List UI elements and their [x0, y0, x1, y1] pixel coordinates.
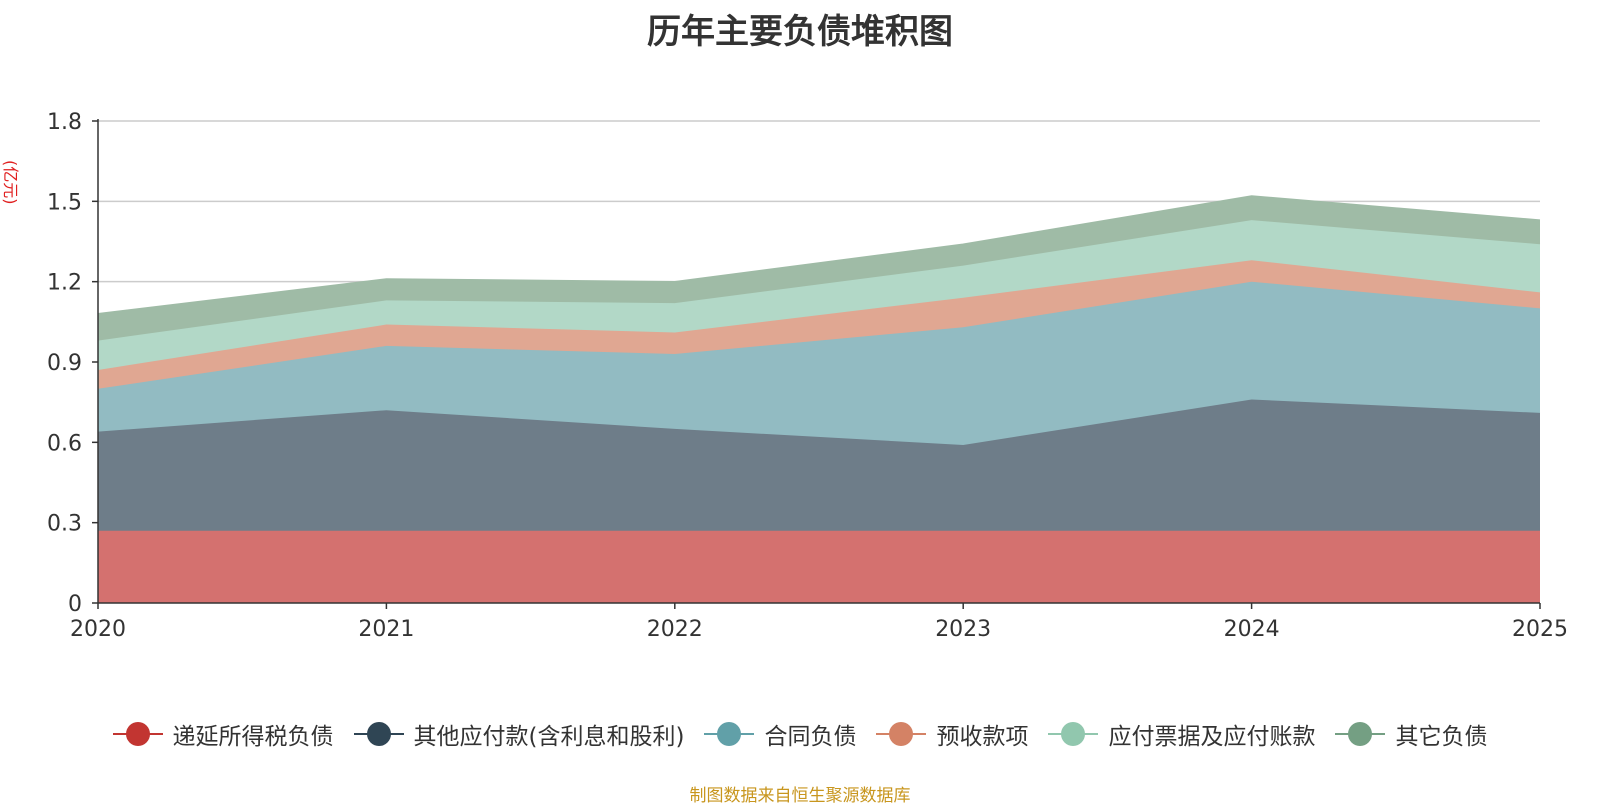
chart-title: 历年主要负债堆积图 — [647, 12, 953, 52]
legend-marker-icon — [1335, 722, 1386, 746]
legend-item-6[interactable]: 其它负债 — [1335, 717, 1487, 751]
area-series — [97, 195, 1541, 603]
legend: 递延所得税负债 其他应付款(含利息和股利) 合同负债 预收款项 应付票据及应付账款 其它负… — [0, 717, 1600, 751]
y-tick-label: 0.6 — [47, 431, 82, 456]
y-tick-label: 0.9 — [47, 351, 82, 376]
legend-label: 预收款项 — [936, 724, 1029, 750]
y-tick-label: 1.2 — [47, 271, 82, 296]
axes: 0 0.3 0.6 0.9 1.2 1.5 1.8 2020 2021 2022 2023 2024 2… — [47, 110, 1568, 642]
y-tick-label: 0.3 — [47, 512, 82, 537]
area-series-4[interactable] — [98, 260, 1540, 389]
legend-label: 应付票据及应付账款 — [1108, 724, 1316, 750]
legend-marker-icon — [112, 722, 163, 746]
x-tick-label: 2024 — [1224, 617, 1280, 642]
legend-marker-icon — [704, 722, 755, 746]
area-series-6[interactable] — [98, 196, 1540, 341]
x-tick-label: 2025 — [1512, 617, 1568, 642]
legend-marker-icon — [353, 722, 404, 746]
legend-label: 其他应付款(含利息和股利) — [413, 724, 685, 750]
y-tick-label: 1.5 — [47, 190, 82, 215]
legend-item-2[interactable]: 其他应付款(含利息和股利) — [353, 717, 685, 751]
legend-label: 合同负债 — [764, 724, 857, 750]
legend-marker-icon — [1048, 722, 1099, 746]
y-tick-label: 0 — [68, 592, 82, 617]
source-note: 制图数据来自恒生聚源数据库 — [689, 786, 911, 806]
area-series-3[interactable] — [98, 281, 1540, 445]
x-tick-label: 2020 — [70, 617, 126, 642]
area-series-5[interactable] — [98, 220, 1540, 370]
legend-label: 递延所得税负债 — [172, 724, 334, 750]
legend-marker-icon — [876, 722, 927, 746]
x-tick-label: 2023 — [935, 617, 991, 642]
legend-item-1[interactable]: 递延所得税负债 — [112, 717, 334, 751]
area-series-2[interactable] — [98, 399, 1540, 531]
x-tick-label: 2022 — [647, 617, 703, 642]
area-series-edge-6 — [97, 195, 1541, 315]
legend-item-3[interactable]: 合同负债 — [704, 717, 856, 751]
area-series-1[interactable] — [98, 530, 1540, 603]
legend-label: 其它负债 — [1395, 724, 1488, 750]
legend-item-4[interactable]: 预收款项 — [876, 717, 1028, 751]
y-tick-label: 1.8 — [47, 110, 82, 135]
legend-item-5[interactable]: 应付票据及应付账款 — [1048, 717, 1315, 751]
x-tick-label: 2021 — [358, 617, 414, 642]
